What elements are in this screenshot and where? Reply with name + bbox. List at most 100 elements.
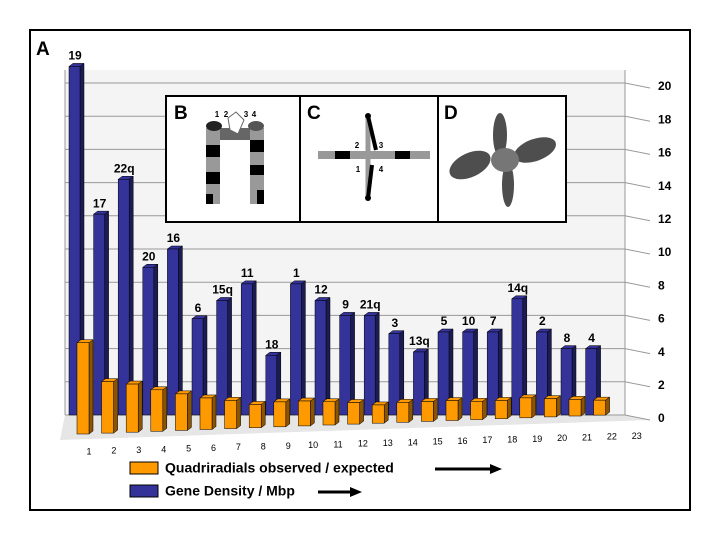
bar-front bbox=[494, 400, 508, 419]
value-label: 7 bbox=[490, 314, 497, 328]
inset-number: 1 bbox=[356, 165, 361, 174]
grid-line bbox=[624, 281, 651, 288]
bar bbox=[150, 386, 168, 432]
y-tick-label: 2 bbox=[658, 378, 665, 392]
chromosome-d bbox=[449, 113, 557, 207]
grid-line bbox=[624, 115, 651, 122]
bar bbox=[142, 263, 159, 416]
bar-front bbox=[519, 397, 533, 419]
bar bbox=[396, 398, 414, 423]
bar-front bbox=[191, 318, 204, 416]
y-tick-label: 8 bbox=[658, 278, 665, 292]
y-tick-label: 0 bbox=[658, 411, 665, 425]
bar bbox=[338, 311, 356, 416]
bar-front bbox=[76, 342, 90, 435]
bar-side bbox=[506, 396, 512, 420]
x-tick-label: 5 bbox=[186, 444, 191, 454]
grid-line bbox=[624, 182, 651, 189]
value-label: 14q bbox=[507, 281, 528, 295]
bar-front bbox=[125, 383, 139, 433]
bar bbox=[322, 398, 340, 426]
bar-side bbox=[325, 296, 331, 416]
panel-label: A bbox=[36, 39, 50, 60]
bar bbox=[76, 339, 94, 435]
grid-line bbox=[624, 215, 651, 222]
grid-line bbox=[624, 148, 651, 155]
bar-front bbox=[536, 331, 548, 416]
bar-side bbox=[433, 397, 438, 422]
bar-front bbox=[413, 351, 425, 416]
panel-label: D bbox=[444, 103, 458, 124]
bar-side bbox=[457, 397, 463, 421]
bar bbox=[125, 380, 143, 433]
value-label: 1 bbox=[293, 266, 300, 280]
bar-side bbox=[580, 395, 586, 417]
x-tick-label: 17 bbox=[482, 435, 492, 445]
bar-front bbox=[347, 402, 360, 425]
bar-side bbox=[310, 397, 315, 427]
bar bbox=[543, 395, 562, 418]
value-label: 13q bbox=[409, 334, 430, 348]
bar-side bbox=[113, 378, 118, 434]
bar bbox=[199, 394, 217, 430]
bar-side bbox=[178, 245, 183, 416]
grid-line bbox=[624, 381, 651, 388]
bar-front bbox=[175, 393, 188, 431]
bar bbox=[494, 396, 512, 420]
legend: Quadriradials observed / expected Gene D… bbox=[129, 460, 502, 499]
bar-side bbox=[128, 175, 134, 416]
grid-line bbox=[624, 348, 651, 355]
bar-side bbox=[359, 399, 364, 425]
bar-front bbox=[593, 399, 606, 416]
y-tick-label: 4 bbox=[658, 345, 665, 359]
x-tick-label: 11 bbox=[333, 439, 342, 449]
bar-front bbox=[322, 401, 336, 426]
value-label: 2 bbox=[539, 314, 546, 328]
value-label: 18 bbox=[265, 337, 279, 351]
bar bbox=[371, 401, 389, 424]
value-label: 16 bbox=[167, 231, 181, 245]
bar-front bbox=[314, 300, 327, 416]
bar bbox=[461, 328, 479, 416]
bar bbox=[68, 62, 85, 416]
bar bbox=[420, 397, 439, 422]
value-label: 22q bbox=[114, 161, 135, 175]
bar-front bbox=[101, 381, 114, 434]
bar-front bbox=[290, 283, 302, 416]
bar bbox=[363, 311, 380, 416]
inset-number: 4 bbox=[379, 165, 384, 174]
bar-side bbox=[162, 386, 168, 432]
x-tick-label: 19 bbox=[532, 434, 542, 444]
x-tick-label: 16 bbox=[457, 436, 467, 446]
bar-front bbox=[396, 402, 410, 423]
bar-side bbox=[482, 397, 487, 421]
bar-front bbox=[298, 400, 311, 427]
bar-front bbox=[470, 401, 483, 420]
x-tick-label: 2 bbox=[111, 446, 116, 456]
value-label: 3 bbox=[391, 316, 398, 330]
value-label: 4 bbox=[588, 331, 595, 345]
value-label: 15q bbox=[212, 283, 233, 297]
y-tick-label: 10 bbox=[658, 245, 672, 259]
bar-front bbox=[445, 400, 459, 421]
bar-front bbox=[224, 400, 237, 429]
chromosome-b bbox=[206, 111, 264, 204]
arrow-head bbox=[490, 464, 502, 474]
bar-front bbox=[93, 213, 105, 416]
bar-side bbox=[211, 394, 217, 430]
bar bbox=[174, 390, 193, 431]
bar-front bbox=[199, 397, 213, 430]
bar bbox=[445, 397, 463, 421]
x-tick-label: 3 bbox=[136, 445, 141, 455]
bar bbox=[273, 398, 291, 428]
inset-number: 3 bbox=[379, 141, 384, 150]
bar-front bbox=[462, 331, 474, 416]
legend-swatch bbox=[129, 484, 159, 498]
x-tick-label: 8 bbox=[261, 441, 266, 451]
bar-front bbox=[339, 315, 351, 416]
bar-front bbox=[585, 348, 597, 416]
bar-front bbox=[388, 333, 401, 416]
bar-side bbox=[334, 398, 340, 426]
bar-front bbox=[437, 331, 450, 416]
